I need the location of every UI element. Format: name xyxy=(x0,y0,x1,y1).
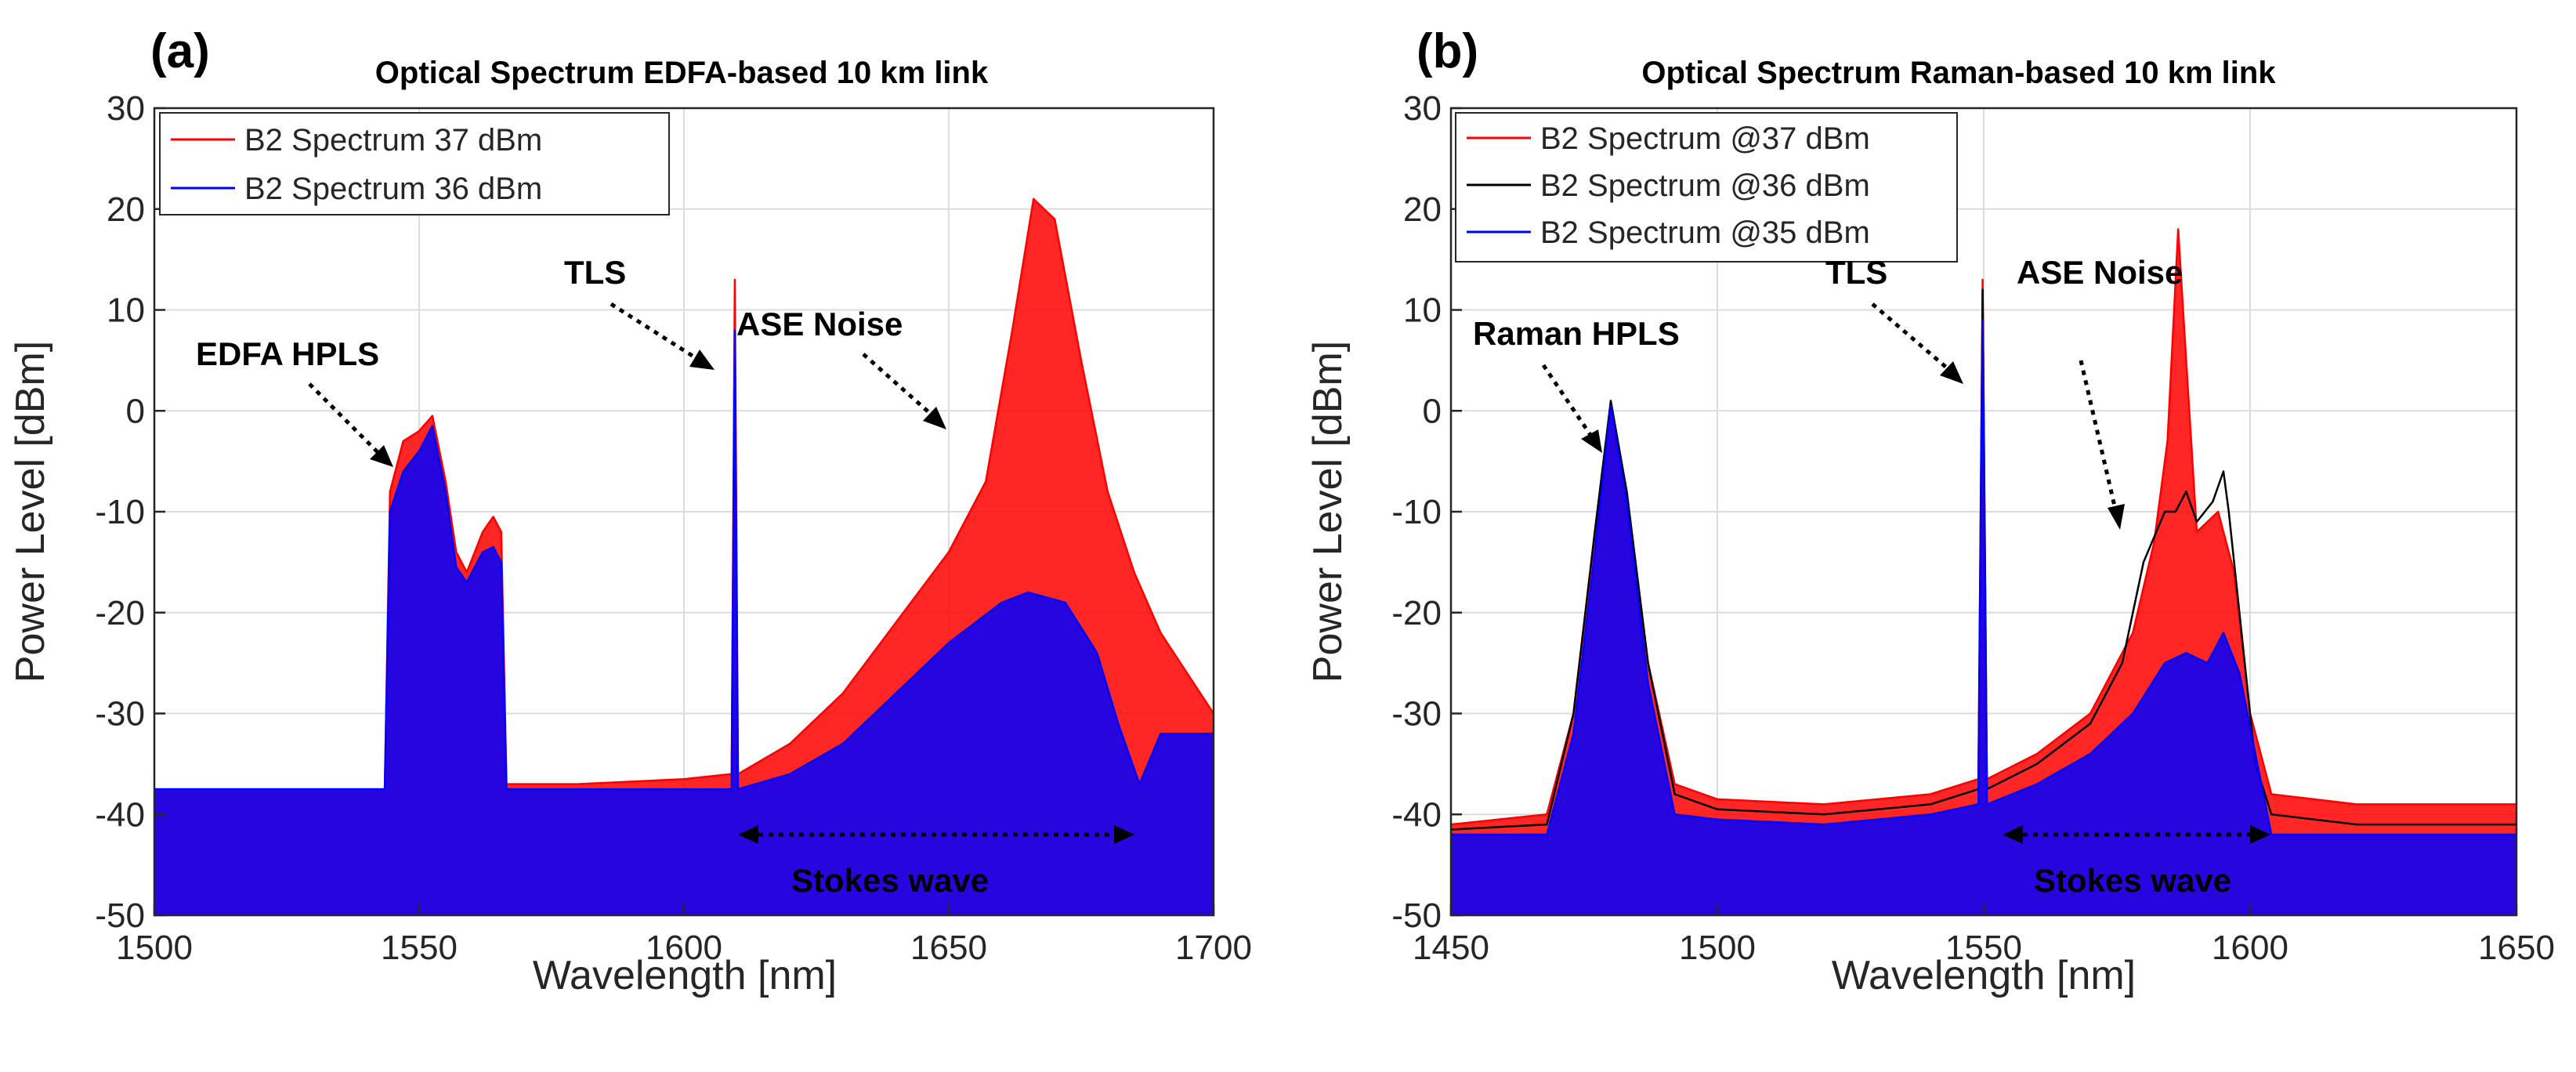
annotation-tls-b: TLS xyxy=(1825,254,1887,291)
arrow-tls-b xyxy=(1871,302,1951,371)
panel-a-ytick-label-4: -10 xyxy=(95,493,145,531)
panel-b-x-axis-label: Wavelength [nm] xyxy=(1832,953,2136,998)
arrow-tls-a xyxy=(610,302,699,361)
annotation-tls-a: TLS xyxy=(564,254,626,291)
arrow-ase-noise-b xyxy=(2079,360,2118,510)
panel-b-series-1-line xyxy=(1450,288,2516,831)
annotation-stokes-wave-b: Stokes wave xyxy=(2034,862,2231,899)
panel-a-plot-area xyxy=(154,197,1215,915)
panel-b-xtick-label-2: 1550 xyxy=(1945,929,2022,967)
arrow-head-edfa-hpls xyxy=(370,445,393,467)
panel-a-xtick-label-0: 1500 xyxy=(116,929,193,967)
panel-b-ticks: 1450 1500 1550 1600 1650 -50 -40 -30 -20 -10 0 10 20… xyxy=(1391,89,2555,967)
panel-b-ytick-label-2: -30 xyxy=(1391,695,1442,733)
panel-b-raman-spectrum: (b) Optical Spectrum Raman-based 10 km l… xyxy=(1305,24,2555,998)
arrow-head-ase-noise-a xyxy=(923,407,946,429)
panel-b-ytick-label-6: 10 xyxy=(1403,292,1442,330)
panel-b-legend-box xyxy=(1455,112,1958,263)
annotation-ase-noise-a: ASE Noise xyxy=(736,306,903,342)
arrow-head-ase-noise-b xyxy=(2107,504,2125,530)
panel-b-ytick-label-7: 20 xyxy=(1403,190,1442,229)
panel-a-ticks: 1500 1550 1600 1650 1700 -50 -40 -30 -20 -10 0 10 20… xyxy=(95,89,1252,967)
panel-a-x-axis-label: Wavelength [nm] xyxy=(533,953,837,998)
annotation-stokes-wave-a: Stokes wave xyxy=(791,862,989,899)
panel-b-series-2-fill xyxy=(1451,320,2516,915)
panel-b-ytick-label-8: 30 xyxy=(1403,89,1442,128)
panel-a-legend-box xyxy=(159,112,670,215)
panel-b-y-axis-label: Power Level [dBm] xyxy=(1305,341,1351,683)
panel-a-y-axis-label: Power Level [dBm] xyxy=(8,341,53,683)
panel-b-ytick-label-1: -40 xyxy=(1391,795,1442,834)
panel-b-legend-label-1: B2 Spectrum @37 dBm xyxy=(1540,121,1870,156)
panel-a-xtick-label-3: 1650 xyxy=(910,929,987,967)
arrow-head-stokes-a-right xyxy=(1114,825,1134,844)
panel-a-series-1-fill xyxy=(154,330,1214,915)
arrow-head-stokes-b-left xyxy=(2003,825,2023,844)
panel-a-ytick-label-7: 20 xyxy=(107,190,145,229)
arrow-head-raman-hpls xyxy=(1581,429,1602,453)
panel-b-legend-label-3: B2 Spectrum @35 dBm xyxy=(1540,215,1870,250)
arrow-head-tls-b xyxy=(1940,361,1963,384)
panel-a-title: Optical Spectrum EDFA-based 10 km link xyxy=(375,56,989,90)
arrow-raman-hpls xyxy=(1541,364,1593,436)
panel-a-edfa-spectrum: (a) Optical Spectrum EDFA-based 10 km li… xyxy=(8,24,1252,998)
panel-b-xtick-label-1: 1500 xyxy=(1679,929,1756,967)
panel-b-ytick-label-0: -50 xyxy=(1391,896,1442,935)
panel-a-ytick-label-1: -40 xyxy=(95,795,145,834)
panel-a-label: (a) xyxy=(150,24,210,78)
arrow-head-stokes-a-left xyxy=(738,825,758,844)
arrow-edfa-hpls xyxy=(308,382,380,455)
panel-b-label: (b) xyxy=(1416,24,1478,78)
annotation-ase-noise-b: ASE Noise xyxy=(2017,254,2183,291)
panel-b-legend: B2 Spectrum @37 dBm B2 Spectrum @36 dBm … xyxy=(1455,112,1958,263)
panel-a-legend-label-2: B2 Spectrum 36 dBm xyxy=(244,172,542,206)
annotation-raman-hpls: Raman HPLS xyxy=(1473,315,1680,352)
panel-b-legend-label-2: B2 Spectrum @36 dBm xyxy=(1540,168,1870,203)
panel-b-title: Optical Spectrum Raman-based 10 km link xyxy=(1641,56,2276,90)
panel-a-legend-label-1: B2 Spectrum 37 dBm xyxy=(244,123,542,158)
panel-b-xtick-label-4: 1650 xyxy=(2478,929,2555,967)
panel-a-ytick-label-0: -50 xyxy=(95,896,145,935)
arrow-head-stokes-b-right xyxy=(2250,825,2270,844)
panel-a-ytick-label-3: -20 xyxy=(95,594,145,632)
panel-a-ytick-label-2: -30 xyxy=(95,695,145,733)
arrow-head-tls-a xyxy=(689,349,715,370)
annotation-edfa-hpls: EDFA HPLS xyxy=(196,335,379,372)
panel-a-ytick-label-6: 10 xyxy=(107,292,145,330)
panel-b-xtick-label-3: 1600 xyxy=(2212,929,2288,967)
panel-b-series-2-line xyxy=(1451,319,2516,836)
panel-b-xtick-label-0: 1450 xyxy=(1413,929,1489,967)
panel-a-series-1-line xyxy=(154,329,1214,791)
panel-a-ytick-label-5: 0 xyxy=(126,392,145,430)
panel-b-ytick-label-5: 0 xyxy=(1423,392,1442,430)
panel-a-ytick-label-8: 30 xyxy=(107,89,145,128)
panel-b-plot-area xyxy=(1450,228,2516,915)
arrow-ase-noise-a xyxy=(862,353,934,417)
panel-b-ytick-label-4: -10 xyxy=(1391,493,1442,531)
panel-a-xtick-label-4: 1700 xyxy=(1175,929,1252,967)
panel-a-xtick-label-1: 1550 xyxy=(381,929,458,967)
panel-a-legend: B2 Spectrum 37 dBm B2 Spectrum 36 dBm xyxy=(159,112,670,215)
panel-b-ytick-label-3: -20 xyxy=(1391,594,1442,632)
panel-a-xtick-label-2: 1600 xyxy=(646,929,722,967)
